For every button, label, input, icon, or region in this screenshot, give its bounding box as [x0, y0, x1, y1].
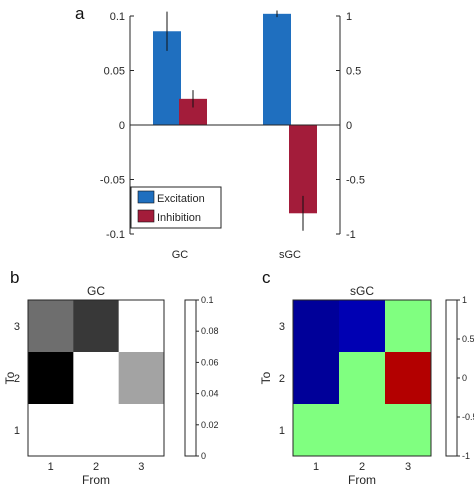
heatmap-cell: [293, 300, 340, 353]
colorbar-tick-label: 0: [201, 451, 206, 461]
legend-label-excitation: Excitation: [157, 193, 205, 205]
colorbar-tick-label: 0.5: [462, 334, 474, 344]
heatmap-cell: [28, 404, 74, 457]
heatmap-cell: [73, 300, 120, 353]
heatmap-sgc-panel: sGC 1 2 3 3 2 1 From To 1 0.5 0 -0.5 -1: [259, 284, 474, 487]
colorbar-gc-ticks: 0.1 0.08 0.06 0.04 0.02 0: [196, 295, 219, 461]
colorbar-gc: [184, 299, 197, 457]
legend-swatch-excitation: [137, 190, 155, 204]
heatmap-gc-xlabel: From: [82, 473, 110, 487]
heatmap-sgc-y-ticks: 3 2 1: [279, 321, 285, 437]
left-tick-label: -0.1: [106, 229, 125, 241]
category-labels: GC sGC: [172, 249, 301, 261]
heatmap-cell: [118, 404, 165, 457]
colorbar-tick-label: 1: [462, 295, 467, 305]
heatmap-cell: [339, 404, 386, 457]
heatmap-sgc-cells: [293, 300, 432, 457]
colorbar-sgc-ticks: 1 0.5 0 -0.5 -1: [457, 295, 474, 461]
x-tick-label: 3: [138, 461, 144, 473]
left-tick-label: 0.1: [110, 11, 125, 23]
colorbar-tick-label: 0.1: [201, 295, 214, 305]
heatmap-sgc-x-ticks: 1 2 3: [313, 461, 411, 473]
heatmap-cell: [28, 352, 74, 405]
heatmap-gc-frame: [27, 299, 165, 457]
left-tick-label: 0: [119, 120, 125, 132]
bar-chart-panel: 0.1 0.05 0 -0.05 -0.1 1 0.5 0 -0.5 -1 GC sGC Exci…: [100, 10, 365, 261]
x-tick-label: 2: [359, 461, 365, 473]
right-tick-label: 0: [346, 120, 352, 132]
bar: [263, 13, 291, 125]
heatmap-cell: [293, 352, 340, 405]
colorbar-tick-label: -0.5: [462, 412, 474, 422]
colorbar-tick-label: 0.02: [201, 420, 219, 430]
colorbar-tick-label: 0: [462, 373, 467, 383]
colorbar-tick-label: 0.06: [201, 357, 219, 367]
colorbar-sgc: [445, 299, 458, 457]
panel-label-b: b: [10, 268, 19, 287]
colorbar-tick-label: 0.04: [201, 389, 219, 399]
heatmap-cell: [339, 352, 386, 405]
right-tick-label: 1: [346, 11, 352, 23]
heatmap-sgc-xlabel: From: [348, 473, 376, 487]
right-tick-label: 0.5: [346, 66, 361, 78]
heatmap-cell: [118, 352, 165, 405]
x-tick-label: 2: [93, 461, 99, 473]
heatmap-gc-x-ticks: 1 2 3: [48, 461, 145, 473]
heatmap-gc-panel: GC 1 2 3 3 2 1 From To 0.1 0.08 0.06 0.04 0.02 0: [3, 284, 219, 487]
bar-group: [153, 13, 317, 214]
right-axis-ticks: 1 0.5 0 -0.5 -1: [336, 11, 365, 241]
right-tick-label: -1: [346, 229, 356, 241]
right-tick-label: -0.5: [346, 175, 365, 187]
heatmap-cell: [339, 300, 386, 353]
panel-label-a: a: [75, 4, 85, 23]
y-tick-label: 2: [14, 373, 20, 385]
y-tick-label: 1: [14, 425, 20, 437]
x-tick-label: 1: [313, 461, 319, 473]
heatmap-cell: [73, 404, 120, 457]
heatmap-gc-y-ticks: 3 2 1: [14, 321, 20, 437]
heatmap-sgc-frame: [292, 299, 432, 457]
heatmap-gc-cells: [28, 300, 165, 457]
category-label: GC: [172, 249, 189, 261]
colorbar-tick-label: 0.08: [201, 326, 219, 336]
legend: Excitation Inhibition: [130, 186, 222, 229]
heatmap-cell: [28, 300, 74, 353]
heatmap-cell: [385, 352, 432, 405]
heatmap-cell: [385, 300, 432, 353]
panel-label-c: c: [262, 268, 271, 287]
legend-swatch-inhibition: [137, 209, 155, 223]
x-tick-label: 1: [48, 461, 54, 473]
heatmap-cell: [118, 300, 165, 353]
left-tick-label: 0.05: [104, 66, 125, 78]
error-bar-group: [166, 10, 304, 231]
heatmap-gc-title: GC: [87, 284, 105, 298]
left-axis-ticks: 0.1 0.05 0 -0.05 -0.1: [100, 11, 134, 241]
heatmap-sgc-ylabel: To: [259, 371, 273, 384]
heatmap-cell: [73, 352, 120, 405]
y-tick-label: 1: [279, 425, 285, 437]
heatmap-sgc-title: sGC: [350, 284, 374, 298]
heatmap-gc-ylabel: To: [3, 371, 17, 384]
heatmap-cell: [385, 404, 432, 457]
heatmap-cell: [293, 404, 340, 457]
left-tick-label: -0.05: [100, 175, 125, 187]
legend-label-inhibition: Inhibition: [157, 212, 201, 224]
y-tick-label: 3: [279, 321, 285, 333]
x-tick-label: 3: [405, 461, 411, 473]
y-tick-label: 2: [279, 373, 285, 385]
category-label: sGC: [279, 249, 301, 261]
y-tick-label: 3: [14, 321, 20, 333]
colorbar-tick-label: -1: [462, 451, 470, 461]
